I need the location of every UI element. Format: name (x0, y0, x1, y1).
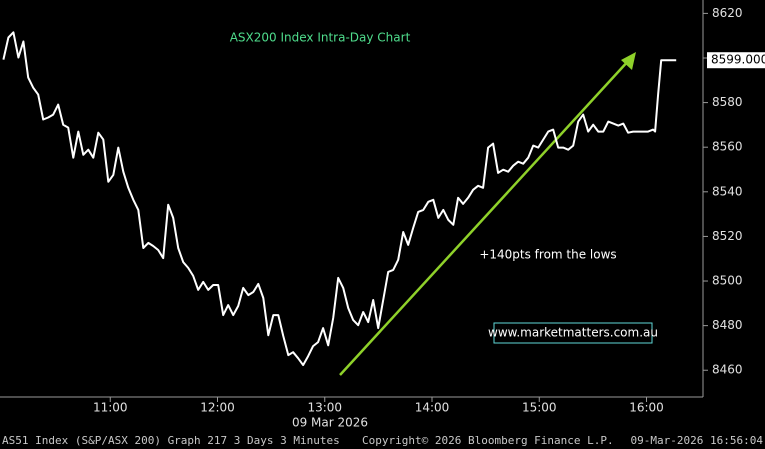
annotation: +140pts from the lows (479, 248, 616, 262)
footer-right: 09-Mar-2026 16:56:04 (631, 434, 764, 447)
y-tick-label: 8580 (712, 95, 743, 109)
y-tick-label: 8620 (712, 6, 743, 20)
x-tick-label: 14:00 (415, 401, 450, 415)
y-tick-label: 8500 (712, 274, 743, 288)
current-price-box (707, 52, 765, 69)
chart-title: ASX200 Index Intra-Day Chart (230, 31, 411, 45)
x-tick-label: 13:00 (307, 401, 342, 415)
footer-left: AS51 Index (S&P/ASX 200) Graph 217 3 Day… (2, 434, 340, 447)
y-tick-label: 8460 (712, 363, 743, 377)
y-tick-label: 8560 (712, 140, 743, 154)
date-label: 09 Mar 2026 (292, 416, 368, 430)
y-tick-label: 8540 (712, 184, 743, 198)
watermark: www.marketmatters.com.au (488, 326, 658, 340)
y-tick-label: 8480 (712, 318, 743, 332)
x-tick-label: 16:00 (629, 401, 664, 415)
watermark-box (493, 322, 653, 344)
trend-arrow (339, 58, 631, 376)
price-line (2, 31, 677, 367)
x-tick-label: 11:00 (93, 401, 128, 415)
trend-arrow-head (621, 52, 636, 70)
y-tick-label: 8520 (712, 229, 743, 243)
footer-center: Copyright© 2026 Bloomberg Finance L.P. (362, 434, 614, 447)
current-price-label: 8599.000 (711, 53, 765, 67)
footer-bar (0, 431, 765, 449)
x-tick-label: 12:00 (200, 401, 235, 415)
x-tick-label: 15:00 (522, 401, 557, 415)
